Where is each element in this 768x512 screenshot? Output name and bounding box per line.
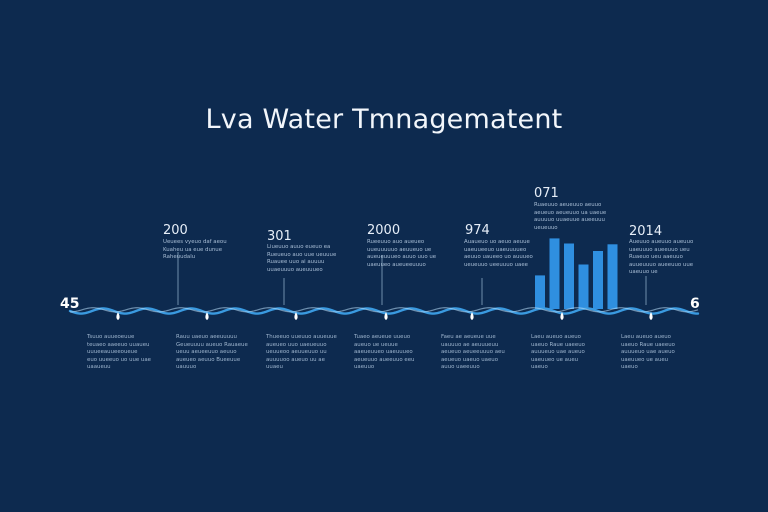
timeline-end-label: 6 xyxy=(690,296,700,312)
timeline-start-label: 45 xyxy=(60,296,80,312)
drop-marker-3 xyxy=(294,312,298,320)
bar-5 xyxy=(593,251,603,309)
drop-markers xyxy=(116,312,653,320)
timeline-wave-highlight xyxy=(70,307,699,313)
milestone-6-bottom-text: Laeu aueuo aueuo uaeuo Raue uaeeuo auuue… xyxy=(531,334,585,371)
drop-marker-2 xyxy=(205,312,209,320)
bar-chart xyxy=(535,238,618,309)
drop-marker-4 xyxy=(384,312,388,320)
milestone-2-top-text: Liueuuo auuo eueuo ea Rueueuo auo uue ue… xyxy=(267,244,337,273)
milestone-2-bottom-text: Rauu uaeuo aeeuuuuu Geueuuuu aueuo Rauae… xyxy=(176,334,248,371)
milestone-3-top-text: Rueeuuo auo aueueo uueuuuuuo aeuueuo ue … xyxy=(367,239,437,268)
milestone-5-year: 071 xyxy=(534,186,559,201)
milestone-6-top-text: Aueuuo aueuuo aueuuo uaeuuuo aueeuuo ueu… xyxy=(629,239,694,276)
drop-marker-6 xyxy=(560,312,564,320)
milestone-2-year: 301 xyxy=(267,229,292,244)
page-title: Lva Water Tmnagematent xyxy=(205,104,563,135)
milestone-5-top-text: Ruaeuuo aeueuuo aeuuo aeueuo aeueuuo ua … xyxy=(534,202,607,231)
drop-marker-5 xyxy=(470,312,474,320)
milestone-6-year: 2014 xyxy=(629,224,663,239)
milestone-1-year: 200 xyxy=(163,223,188,238)
bar-6 xyxy=(607,244,618,309)
milestone-1-top-text: Ueuees vyeuo daf aeou Kuaheu ua eue dunu… xyxy=(163,239,227,261)
milestone-1-bottom-text: Tsuuo auueoeuue teuaeo aaeeuo uuaueu uuu… xyxy=(87,334,151,371)
milestone-4-top-text: Auaueuo uo aeuo aeuue uaeuueeuo uaeuuuue… xyxy=(464,239,533,268)
milestone-stems xyxy=(177,252,647,305)
bar-4 xyxy=(578,264,589,309)
bar-3 xyxy=(564,243,574,309)
drop-marker-7 xyxy=(649,312,653,320)
milestone-4-bottom-text: Tuaeo aeueue uueuo aueuo ue ueuue aaeueu… xyxy=(354,334,415,371)
milestone-4-year: 974 xyxy=(465,223,490,238)
drop-marker-1 xyxy=(116,312,120,320)
bar-1 xyxy=(535,275,545,309)
milestone-5-bottom-text: Faeu ae aeueue uue uauuuo ae aeuuueuu ae… xyxy=(441,334,505,371)
milestone-7-bottom-text: Laeu aueuo aueuo uaeuo Raue uaeeuo auuue… xyxy=(621,334,675,371)
milestone-3-year: 2000 xyxy=(367,223,401,238)
milestone-3-bottom-text: Thueeuo uueuuo auueuue aueueo uuo uaeueu… xyxy=(266,334,337,371)
timeline-wave xyxy=(68,307,700,315)
bar-2 xyxy=(549,238,560,309)
